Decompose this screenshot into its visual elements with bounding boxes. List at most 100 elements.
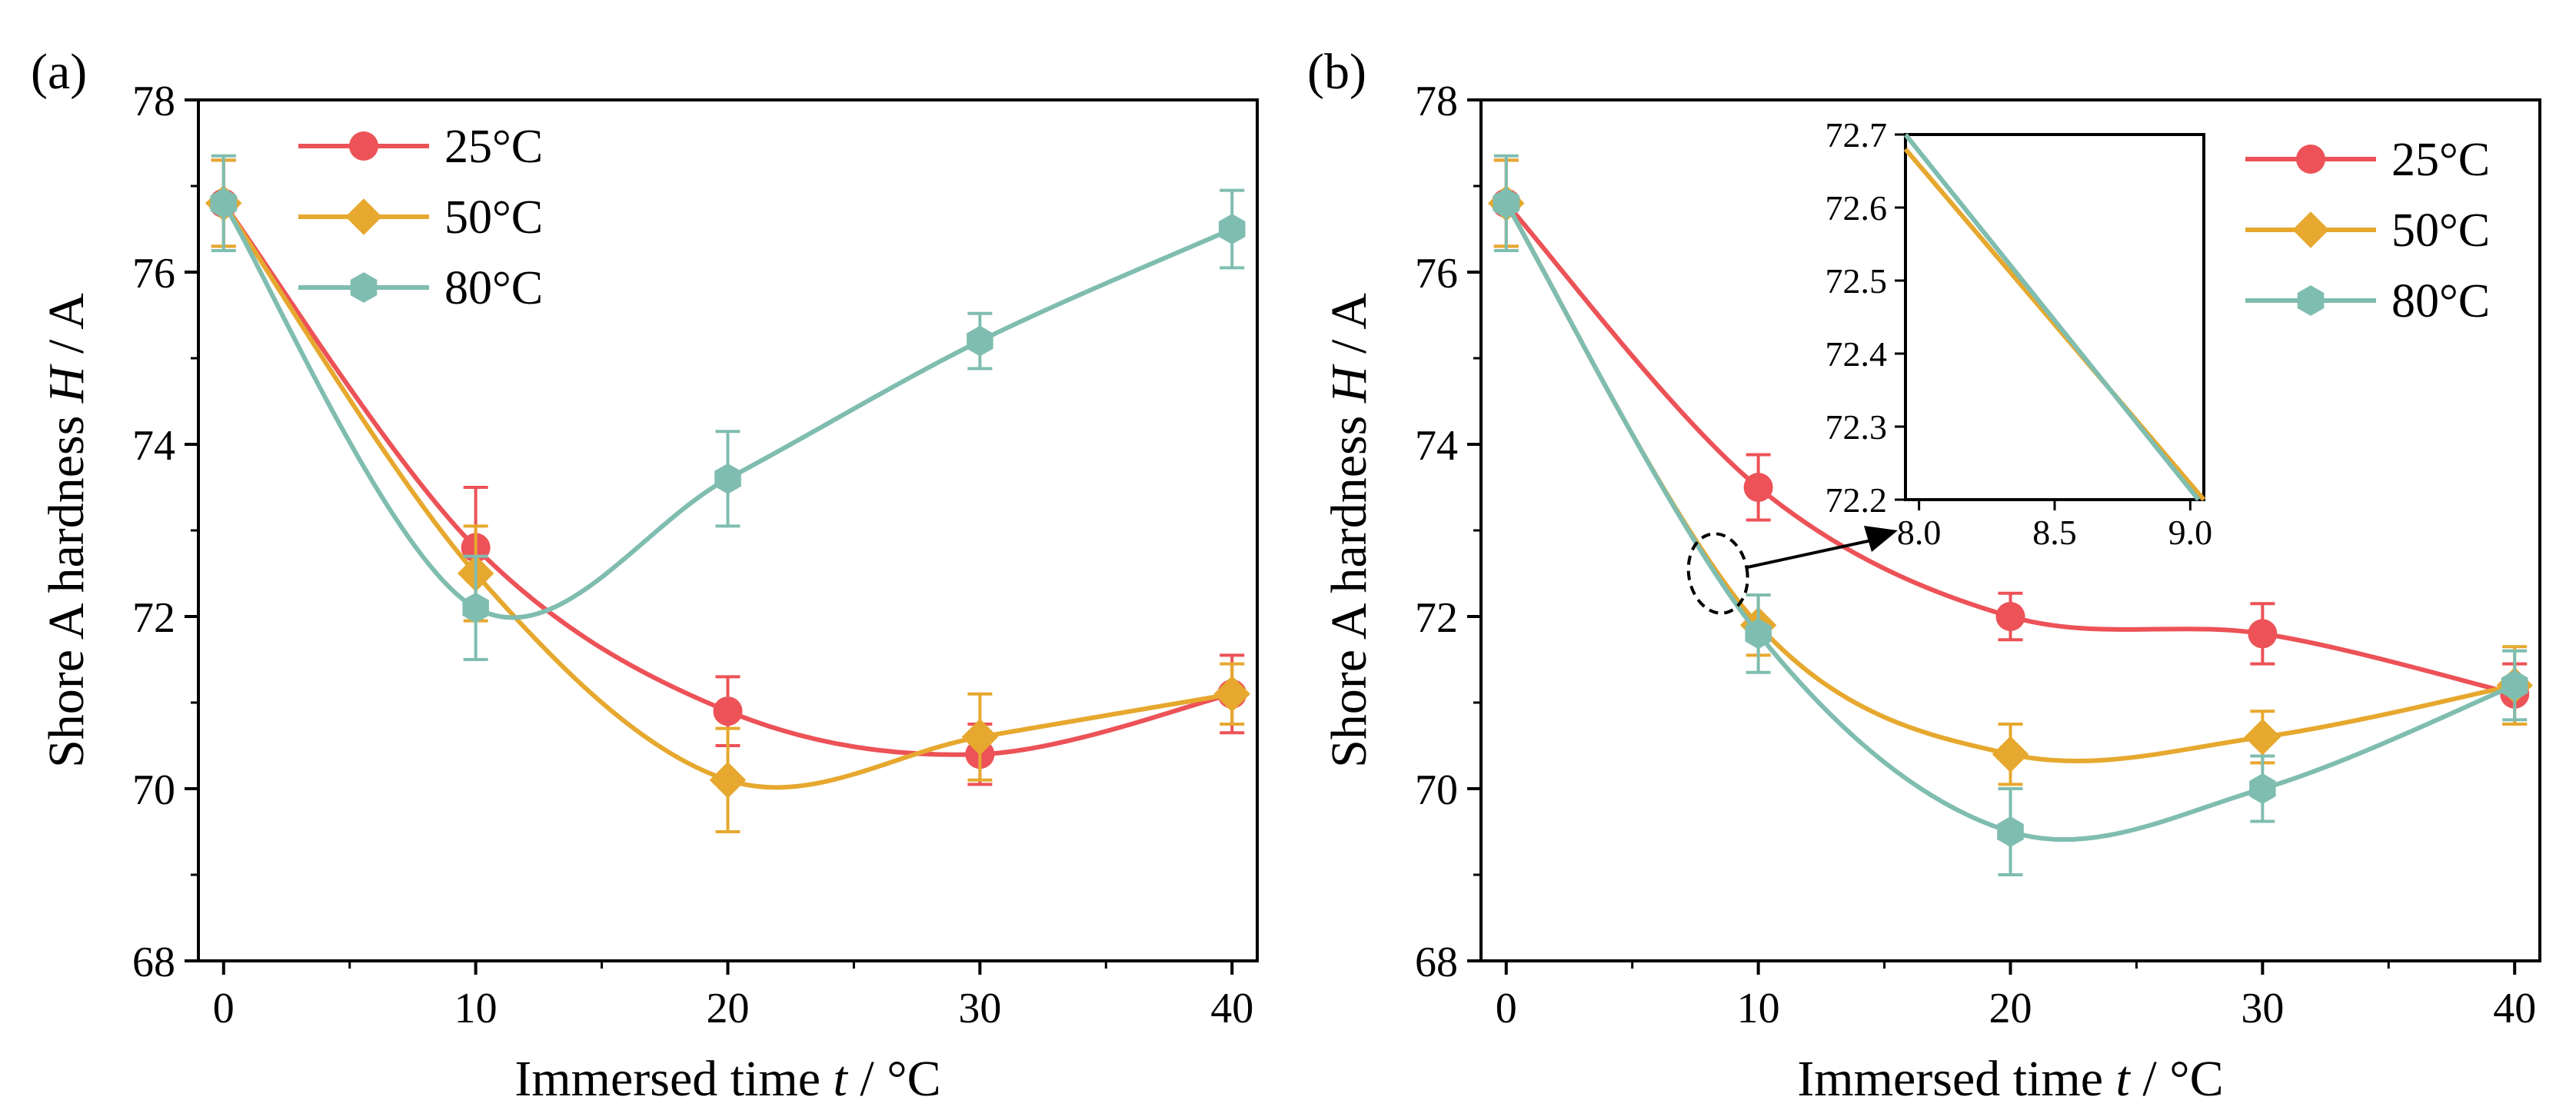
inset-y-tick-label: 72.6 [1825,188,1888,228]
series-line [221,201,1233,790]
legend-label: 50°C [444,191,543,244]
inset-y-tick-label: 72.4 [1825,334,1888,374]
inset-y-tick-label: 72.5 [1825,261,1888,301]
y-axis-ticks: 68 70 72 74 76 78 [1415,78,1481,986]
data-point [1992,736,2029,773]
legend: 25°C 50°C 80°C [298,121,543,314]
y-axis-label: Shore A hardness H / A [38,293,95,768]
legend-marker [2297,285,2325,316]
y-tick-label: 76 [1415,250,1458,297]
y-axis-ticks: 68 70 72 74 76 78 [132,78,198,986]
x-tick-label: 10 [454,985,498,1032]
x-tick-label: 0 [1496,985,1517,1032]
inset-y-tick-label: 72.7 [1825,115,1888,155]
y-tick-label: 68 [132,939,175,986]
y-tick-label: 76 [132,250,175,297]
legend-label: 25°C [444,121,543,173]
zoom-arrow-line [1746,538,1875,569]
x-axis-label-unit: / °C [2130,1051,2224,1107]
data-point [961,719,999,756]
y-axis-label-unit: / A [1321,293,1377,367]
data-point [1493,188,1520,219]
inset-x-tick-label: 8.5 [2032,513,2077,552]
panel-label: (b) [1307,44,1366,100]
y-tick-label: 70 [132,766,175,814]
panel-label: (a) [31,44,87,100]
series-hexagon [1493,154,2528,876]
y-tick-label: 78 [132,78,175,125]
data-point [1213,676,1250,713]
inset-x-tick-label: 8.0 [1897,513,1942,552]
legend-label: 80°C [2391,275,2490,327]
legend-marker [349,131,378,161]
y-tick-label: 72 [132,594,175,642]
legend: 25°C 50°C 80°C [2245,134,2490,327]
x-axis-label-text: Immersed time [514,1051,833,1107]
x-tick-label: 20 [1989,985,2032,1032]
y-tick-label: 78 [1415,78,1458,125]
y-tick-label: 68 [1415,939,1458,986]
legend-marker [2292,211,2329,248]
data-point [2244,719,2281,756]
inset-line [1903,133,2201,501]
x-tick-label: 40 [2493,985,2536,1032]
x-tick-label: 20 [707,985,750,1032]
data-point [709,762,747,799]
x-axis-label: Immersed time t / °C [1797,1051,2223,1107]
legend-marker [345,198,382,235]
panel-a: (a) 0 10 20 30 40 68 70 72 74 76 78 Immersed time t … [31,44,1259,1107]
legend-label: 50°C [2391,204,2490,257]
x-axis-label-var: t [834,1051,849,1107]
legend-label: 80°C [444,262,543,314]
series-line [1504,201,2515,696]
data-point [2248,619,2278,649]
inset: 8.0 8.5 9.0 72.2 72.3 72.4 72.5 72.6 72.7 [1686,115,2213,615]
y-axis-label-unit: / A [38,293,95,367]
x-axis-label-var: t [2116,1051,2132,1107]
y-axis-label-text: Shore A hardness [1321,403,1377,768]
x-tick-label: 30 [2241,985,2284,1032]
series-line [1504,201,2516,842]
data-point [210,188,238,219]
x-axis-label-text: Immersed time [1797,1051,2115,1107]
inset-y-tick-label: 72.3 [1825,407,1888,447]
data-point [2501,670,2528,701]
series-hexagon [210,154,1246,661]
x-axis-ticks: 0 10 20 30 40 [1496,961,2536,1032]
series-line [221,201,1233,757]
panel-b: (b) 0 10 20 30 40 68 70 72 74 76 78 Immersed time t … [1307,44,2541,1107]
data-point [1218,214,1246,244]
y-tick-label: 74 [132,422,175,470]
legend-marker [2296,145,2325,174]
data-point [2249,773,2276,804]
x-tick-label: 0 [213,985,235,1032]
y-axis-label: Shore A hardness H / A [1321,293,1377,768]
y-tick-label: 70 [1415,766,1458,814]
x-axis-label: Immersed time t / °C [514,1051,940,1107]
legend-label: 25°C [2391,134,2490,186]
x-axis-ticks: 0 10 20 30 40 [213,961,1253,1032]
zoom-region-ellipse [1686,532,1749,615]
y-axis-label-var: H [38,364,95,404]
data-point [462,592,489,623]
legend-marker [350,272,378,303]
x-axis-label-unit: / °C [847,1051,941,1107]
data-point [1997,816,2024,847]
y-tick-label: 74 [1415,422,1458,470]
data-point [713,696,743,726]
x-tick-label: 40 [1210,985,1253,1032]
inset-y-tick-label: 72.2 [1825,480,1888,520]
series-line [221,201,1233,620]
y-axis-label-var: H [1321,364,1377,404]
data-point [714,463,741,494]
data-point [1995,602,2025,631]
data-point [1745,618,1772,650]
zoom-arrow-head [1864,526,1898,552]
inset-x-tick-label: 9.0 [2168,513,2213,552]
data-point [967,325,993,357]
y-axis-label-text: Shore A hardness [38,403,95,768]
x-tick-label: 30 [958,985,1001,1032]
data-point [1743,473,1773,502]
y-tick-label: 72 [1415,594,1458,642]
